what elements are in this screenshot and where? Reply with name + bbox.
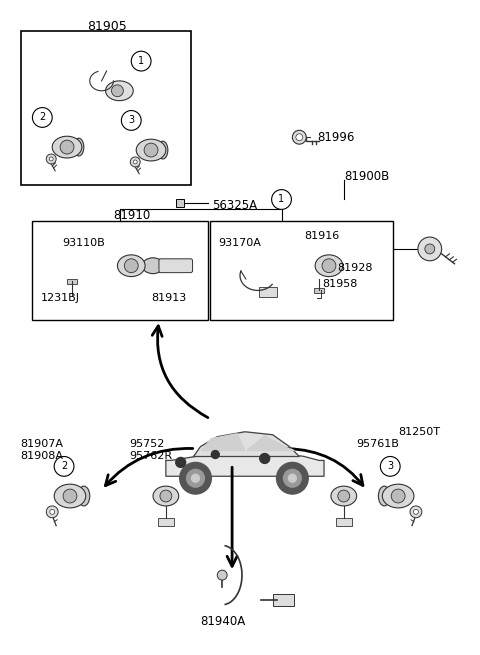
- Ellipse shape: [383, 484, 414, 508]
- FancyBboxPatch shape: [158, 517, 174, 526]
- Text: 81940A: 81940A: [201, 614, 246, 627]
- Text: 2: 2: [39, 113, 46, 122]
- FancyBboxPatch shape: [273, 594, 294, 606]
- Circle shape: [296, 134, 303, 141]
- Ellipse shape: [378, 486, 390, 506]
- Circle shape: [260, 453, 270, 463]
- Bar: [33, 221, 208, 320]
- Circle shape: [33, 107, 52, 127]
- Circle shape: [418, 237, 442, 261]
- Circle shape: [413, 510, 419, 514]
- Ellipse shape: [118, 255, 145, 276]
- Circle shape: [54, 457, 74, 476]
- Ellipse shape: [142, 258, 164, 274]
- Text: 95752: 95752: [129, 439, 165, 449]
- Text: 81928: 81928: [337, 263, 372, 272]
- Circle shape: [46, 506, 58, 517]
- Circle shape: [272, 189, 291, 210]
- Ellipse shape: [52, 136, 82, 158]
- Circle shape: [60, 140, 74, 154]
- Ellipse shape: [153, 486, 179, 506]
- Circle shape: [111, 85, 123, 97]
- Circle shape: [50, 510, 55, 514]
- Ellipse shape: [54, 484, 86, 508]
- FancyBboxPatch shape: [159, 259, 192, 272]
- Circle shape: [133, 160, 137, 164]
- Ellipse shape: [158, 141, 168, 159]
- Text: 2: 2: [61, 461, 67, 472]
- Circle shape: [176, 457, 186, 468]
- Text: 1: 1: [278, 195, 285, 204]
- Circle shape: [187, 470, 204, 487]
- Text: 81900B: 81900B: [344, 170, 389, 183]
- Text: 93110B: 93110B: [62, 238, 105, 248]
- Circle shape: [284, 470, 301, 487]
- FancyBboxPatch shape: [259, 288, 276, 297]
- Circle shape: [63, 489, 77, 503]
- Circle shape: [288, 474, 296, 482]
- Text: 81996: 81996: [317, 131, 354, 143]
- Circle shape: [49, 157, 53, 161]
- Ellipse shape: [74, 138, 84, 156]
- Circle shape: [192, 474, 200, 482]
- Polygon shape: [202, 434, 245, 451]
- Circle shape: [180, 462, 211, 494]
- Polygon shape: [166, 451, 324, 476]
- Ellipse shape: [78, 486, 90, 506]
- Text: 81905: 81905: [87, 20, 126, 33]
- Text: 1231BJ: 1231BJ: [40, 293, 79, 303]
- Text: 81958: 81958: [322, 278, 358, 289]
- Circle shape: [410, 506, 422, 517]
- Circle shape: [130, 157, 140, 167]
- Circle shape: [46, 154, 56, 164]
- Text: 81907A: 81907A: [21, 439, 63, 449]
- Text: 95761B: 95761B: [357, 439, 399, 449]
- Text: 95762R: 95762R: [129, 451, 172, 460]
- Ellipse shape: [315, 255, 343, 276]
- FancyBboxPatch shape: [67, 278, 77, 284]
- Circle shape: [391, 489, 405, 503]
- Ellipse shape: [331, 486, 357, 506]
- Circle shape: [211, 451, 219, 458]
- Polygon shape: [193, 432, 300, 457]
- Circle shape: [292, 130, 306, 144]
- Circle shape: [124, 259, 138, 272]
- FancyBboxPatch shape: [314, 288, 324, 293]
- Circle shape: [160, 490, 172, 502]
- Circle shape: [276, 462, 308, 494]
- Circle shape: [121, 111, 141, 130]
- Circle shape: [338, 490, 350, 502]
- Text: 3: 3: [128, 115, 134, 125]
- Circle shape: [425, 244, 435, 254]
- Text: 56325A: 56325A: [212, 199, 257, 212]
- Text: 81910: 81910: [113, 209, 151, 222]
- Text: 81250T: 81250T: [398, 427, 440, 437]
- Text: 1: 1: [138, 56, 144, 66]
- Text: 93170A: 93170A: [218, 238, 261, 248]
- Text: 3: 3: [387, 461, 393, 472]
- Text: 81913: 81913: [151, 293, 186, 303]
- FancyBboxPatch shape: [336, 517, 352, 526]
- Circle shape: [131, 51, 151, 71]
- Circle shape: [380, 457, 400, 476]
- Ellipse shape: [106, 81, 133, 101]
- Bar: [176, 200, 184, 208]
- Ellipse shape: [136, 140, 166, 161]
- Circle shape: [144, 143, 158, 157]
- Text: 81908A: 81908A: [21, 451, 63, 460]
- Bar: [210, 221, 393, 320]
- Circle shape: [322, 259, 336, 272]
- Text: 81916: 81916: [304, 231, 339, 241]
- Polygon shape: [247, 436, 294, 451]
- Bar: [21, 31, 191, 185]
- Circle shape: [217, 570, 227, 580]
